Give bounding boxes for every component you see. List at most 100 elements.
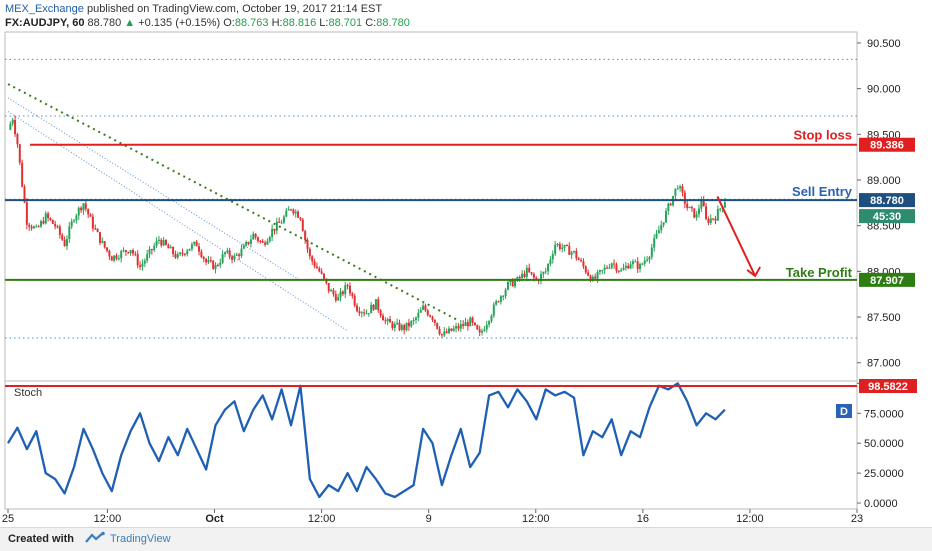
candle-body	[91, 216, 94, 229]
candle-body	[223, 252, 226, 255]
candle-body	[391, 322, 394, 329]
candle-body	[247, 241, 250, 244]
candle-body	[226, 250, 229, 253]
candle-body	[492, 304, 495, 316]
candle-body	[396, 322, 399, 325]
stoch-tick-label: 50.0000	[864, 438, 904, 450]
candle-body	[403, 325, 406, 331]
time-tick-label: 12:00	[94, 513, 122, 525]
candle-body	[275, 221, 278, 231]
candle-body	[18, 144, 21, 163]
candle-body	[723, 202, 726, 208]
candle-body	[47, 213, 50, 218]
candle-body	[606, 267, 609, 269]
stoch-legend-badge-bg	[836, 404, 852, 418]
candle-body	[122, 250, 125, 252]
candle-body	[299, 217, 302, 220]
candle-body	[301, 219, 304, 232]
candle-body	[129, 250, 132, 254]
candle-body	[332, 290, 335, 295]
candle-body	[389, 319, 392, 323]
candle-body	[56, 226, 59, 228]
stoch-title: Stoch	[14, 387, 42, 399]
candle-body	[155, 240, 158, 246]
channel-line-upper	[7, 97, 301, 281]
plot-border	[4, 31, 858, 510]
candle-body	[150, 249, 153, 251]
candle-body	[443, 331, 446, 336]
candle-body	[30, 226, 33, 229]
candle-body	[179, 252, 182, 255]
candle-body	[591, 276, 594, 281]
time-tick-label: 12:00	[522, 513, 550, 525]
candles	[9, 115, 726, 338]
candle-body	[499, 296, 502, 302]
candle-body	[530, 272, 533, 274]
candle-body	[410, 321, 413, 327]
candle-body	[521, 273, 524, 279]
candle-body	[648, 257, 651, 260]
candle-body	[120, 251, 123, 259]
candle-body	[627, 265, 630, 269]
candle-body	[473, 322, 476, 326]
symbol-info: FX:AUDJPY, 60 88.780 ▲ +0.135 (+0.15%) O…	[5, 16, 410, 30]
candle-body	[124, 250, 127, 252]
candle-body	[702, 200, 705, 207]
candle-body	[216, 264, 219, 266]
candle-body	[674, 188, 677, 196]
candle-body	[448, 328, 451, 334]
candle-body	[422, 305, 425, 310]
candle-body	[370, 304, 373, 314]
candle-body	[261, 241, 264, 243]
candle-body	[212, 260, 215, 270]
candle-body	[363, 312, 366, 314]
candle-body	[273, 228, 276, 231]
candle-body	[631, 261, 634, 265]
candle-body	[372, 304, 375, 310]
candle-body	[511, 280, 514, 287]
candle-body	[466, 322, 469, 327]
channel-line-lower	[7, 111, 348, 332]
candle-body	[292, 209, 295, 214]
candle-body	[9, 123, 12, 130]
candle-body	[84, 203, 87, 209]
candle-body	[565, 244, 568, 246]
stoch-level-tag-bg	[859, 379, 917, 393]
candle-body	[518, 277, 521, 279]
candle-body	[438, 328, 441, 335]
candle-body	[676, 188, 679, 190]
candle-body	[693, 208, 696, 218]
chart-canvas[interactable]: 90.50090.00089.50089.00088.50088.00087.5…	[0, 0, 932, 527]
candle-body	[172, 247, 175, 255]
candle-body	[655, 233, 658, 239]
candle-body	[146, 254, 149, 261]
candle-body	[358, 311, 361, 314]
candle-body	[113, 255, 116, 261]
candle-body	[455, 326, 458, 329]
publish-info: MEX_Exchange published on TradingView.co…	[5, 2, 382, 16]
time-axis[interactable]: 25 12:00 Oct 12:00 9 12:00 16 12:00 23	[2, 509, 863, 525]
publisher-link[interactable]: MEX_Exchange	[5, 3, 84, 15]
candle-body	[202, 256, 205, 259]
candle-body	[643, 260, 646, 264]
candle-body	[285, 210, 288, 217]
candle-body	[35, 226, 38, 228]
candle-body	[431, 316, 434, 320]
candle-body	[400, 325, 403, 330]
candle-body	[108, 250, 111, 257]
stop-loss-tag: 89.386	[870, 140, 904, 152]
candle-body	[577, 258, 580, 261]
high-value: 88.816	[282, 17, 317, 29]
candle-body	[162, 239, 165, 246]
trend-line	[7, 83, 460, 322]
candle-body	[106, 247, 109, 251]
candle-body	[481, 330, 484, 333]
tradingview-brand[interactable]: TradingView	[110, 533, 171, 545]
candle-body	[280, 222, 283, 224]
candle-body	[551, 254, 554, 260]
time-tick-label: 25	[2, 513, 14, 525]
candle-body	[87, 208, 90, 215]
candle-body	[271, 228, 274, 238]
candle-body	[143, 260, 146, 264]
